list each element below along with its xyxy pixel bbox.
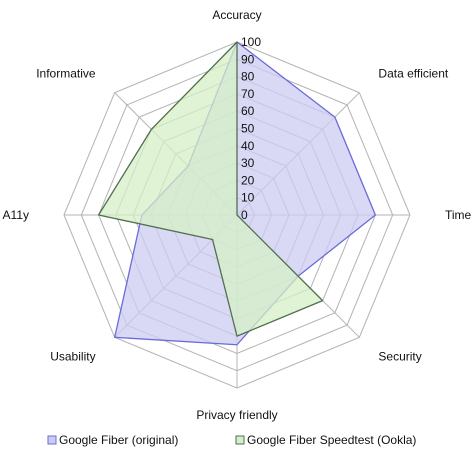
axis-label: A11y [3, 208, 29, 222]
axis-label: Usability [50, 349, 95, 363]
tick-label: 10 [241, 191, 255, 205]
tick-label: 100 [241, 35, 261, 49]
axis-labels: Accuracy Data efficient Time Security Privac… [3, 8, 472, 422]
axis-label: Privacy friendly [196, 408, 277, 422]
tick-label: 40 [241, 139, 255, 153]
tick-label: 60 [241, 104, 255, 118]
legend-swatch-1 [47, 435, 57, 445]
axis-label: Security [378, 349, 421, 363]
series-area-2 [97, 41, 324, 337]
tick-label: 30 [241, 156, 255, 170]
tick-label: 80 [241, 70, 255, 84]
series-layer [97, 41, 377, 346]
legend-swatch-2 [235, 435, 245, 445]
axis-label: Data efficient [378, 67, 448, 81]
tick-labels: 0 10 20 30 40 50 60 70 80 90 100 [241, 35, 261, 222]
axis-label: Time [445, 208, 472, 222]
tick-label: 0 [241, 208, 248, 222]
tick-label: 50 [241, 122, 255, 136]
axis-label: Accuracy [212, 8, 261, 22]
legend-label-1: Google Fiber (original) [59, 433, 178, 447]
tick-label: 70 [241, 87, 255, 101]
legend-label-2: Google Fiber Speedtest (Ookla) [247, 433, 416, 447]
axis-label: Informative [36, 67, 96, 81]
tick-label: 20 [241, 173, 255, 187]
legend: Google Fiber (original) Google Fiber Spee… [47, 433, 416, 447]
tick-label: 90 [241, 52, 255, 66]
